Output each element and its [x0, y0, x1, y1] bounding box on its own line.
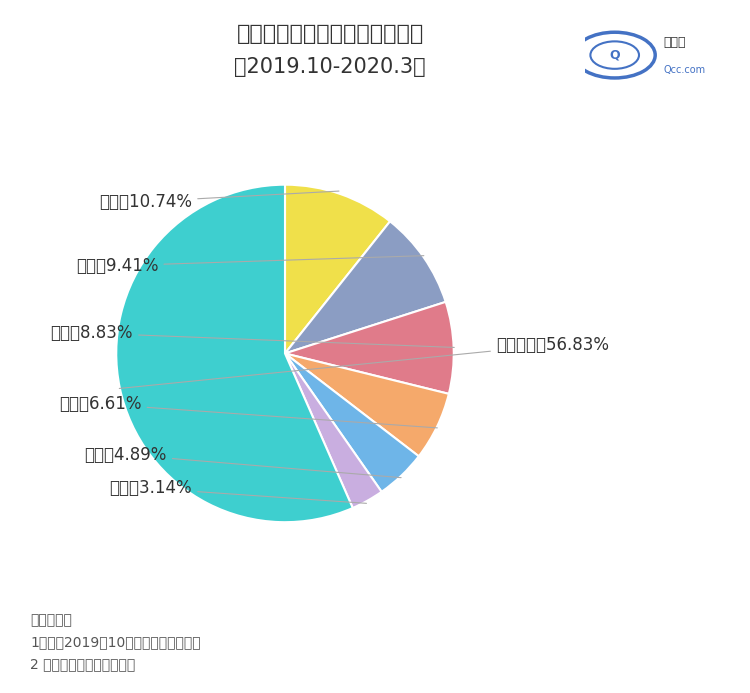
Text: 1仅统计2019年10月至今企业迁出数据: 1仅统计2019年10月至今企业迁出数据 [30, 635, 201, 649]
Wedge shape [285, 221, 446, 353]
Wedge shape [285, 353, 448, 456]
Text: 数据说明：: 数据说明： [30, 613, 72, 627]
Wedge shape [285, 184, 390, 353]
Wedge shape [285, 353, 418, 492]
Text: 上海：3.14%: 上海：3.14% [110, 480, 367, 503]
Text: 山东：10.74%: 山东：10.74% [99, 191, 339, 211]
Wedge shape [285, 302, 454, 394]
Text: 江苏：9.41%: 江苏：9.41% [76, 256, 424, 274]
Text: 福建：4.89%: 福建：4.89% [85, 446, 401, 477]
Text: 浙江：8.83%: 浙江：8.83% [51, 324, 454, 347]
Text: 安徽：6.61%: 安徽：6.61% [59, 395, 437, 428]
Text: Qcc.com: Qcc.com [663, 65, 706, 76]
Wedge shape [116, 184, 352, 523]
Text: 其他地区：56.83%: 其他地区：56.83% [119, 336, 609, 389]
Text: 企查查: 企查查 [663, 35, 686, 49]
Text: （2019.10-2020.3）: （2019.10-2020.3） [234, 57, 426, 77]
Wedge shape [285, 353, 382, 508]
Text: 2 数据来源：企查查专业版: 2 数据来源：企查查专业版 [30, 658, 135, 672]
Text: 我国企业迁入华东地区分布情况: 我国企业迁入华东地区分布情况 [236, 24, 424, 44]
Text: Q: Q [610, 49, 620, 62]
